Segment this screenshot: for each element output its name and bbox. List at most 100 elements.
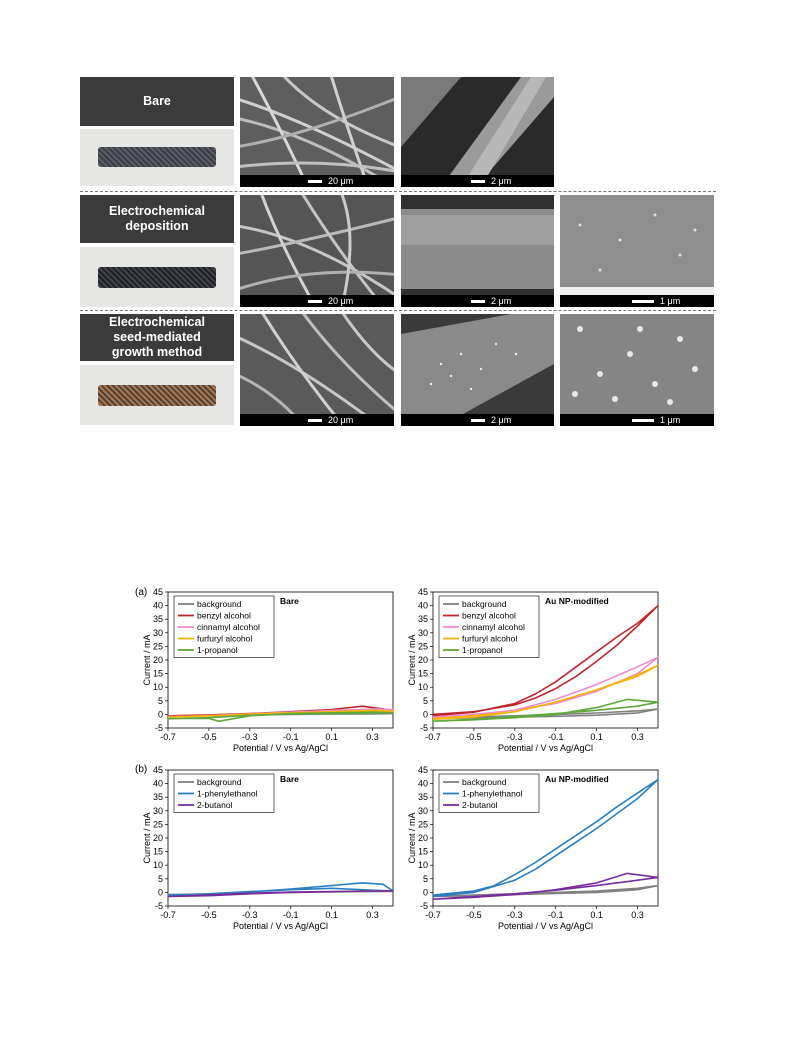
legend-label: background	[197, 777, 242, 787]
x-tick-label: -0.7	[425, 910, 441, 920]
y-tick-label: 40	[153, 601, 163, 611]
legend-label: 1-propanol	[197, 645, 238, 655]
x-tick-label: 0.1	[325, 732, 338, 742]
x-axis-label: Potential / V vs Ag/AgCl	[233, 743, 328, 753]
legend-label: furfuryl alcohol	[197, 634, 252, 644]
y-tick-label: 35	[153, 792, 163, 802]
row-label-bare: Bare	[80, 77, 234, 126]
series-line	[432, 656, 659, 719]
y-axis-label: Current / mA	[407, 634, 417, 685]
legend-label: cinnamyl alcohol	[462, 622, 525, 632]
y-tick-label: 10	[153, 860, 163, 870]
y-tick-label: 5	[158, 696, 163, 706]
series-line	[432, 698, 659, 722]
legend-label: benzyl alcohol	[197, 611, 251, 621]
panel-tag-a: (a)	[135, 587, 148, 598]
scalebar: 2 μm	[401, 414, 554, 426]
y-tick-label: 20	[153, 833, 163, 843]
y-tick-label: 25	[153, 641, 163, 651]
sem-image-deposition-high: 1 μm	[560, 195, 714, 307]
series-line	[167, 890, 394, 898]
y-tick-label: 45	[418, 587, 428, 597]
photo-seed-mediated-electrode	[80, 365, 234, 425]
legend-label: furfuryl alcohol	[462, 634, 517, 644]
scalebar: 2 μm	[401, 175, 554, 187]
chart-title: Au NP-modified	[545, 596, 609, 606]
x-tick-label: -0.5	[201, 910, 217, 920]
x-tick-label: -0.5	[466, 910, 482, 920]
y-tick-label: 15	[418, 847, 428, 857]
sem-image-bare-low: 20 μm	[240, 77, 394, 187]
y-tick-label: 45	[153, 587, 163, 597]
x-tick-label: -0.3	[507, 910, 523, 920]
x-tick-label: 0.1	[325, 910, 338, 920]
series-line	[432, 778, 659, 898]
chart-title: Au NP-modified	[545, 774, 609, 784]
x-tick-label: -0.7	[425, 732, 441, 742]
x-tick-label: -0.3	[242, 732, 258, 742]
row-divider	[80, 310, 716, 311]
y-tick-label: 0	[423, 709, 428, 719]
row-label-seed-mediated-growth: Electrochemical seed-mediated growth met…	[80, 314, 234, 361]
legend-label: 2-butanol	[462, 800, 498, 810]
scalebar: 20 μm	[240, 414, 394, 426]
sem-image-seed-low: 20 μm	[240, 314, 394, 426]
chart-title: Bare	[280, 774, 299, 784]
sem-image-deposition-mid: 2 μm	[401, 195, 554, 307]
y-tick-label: 15	[153, 847, 163, 857]
series-line	[432, 604, 659, 717]
x-tick-label: -0.5	[201, 732, 217, 742]
y-tick-label: 30	[153, 806, 163, 816]
x-axis-label: Potential / V vs Ag/AgCl	[233, 921, 328, 931]
x-tick-label: 0.3	[366, 732, 379, 742]
y-tick-label: 25	[418, 641, 428, 651]
y-tick-label: 5	[423, 696, 428, 706]
legend-label: benzyl alcohol	[462, 611, 516, 621]
x-tick-label: -0.3	[242, 910, 258, 920]
x-axis-label: Potential / V vs Ag/AgCl	[498, 921, 593, 931]
scalebar: 1 μm	[560, 295, 714, 307]
y-axis-label: Current / mA	[142, 812, 152, 863]
x-tick-label: -0.7	[160, 732, 176, 742]
y-tick-label: 10	[418, 860, 428, 870]
x-axis-label: Potential / V vs Ag/AgCl	[498, 743, 593, 753]
photo-bare-electrode	[80, 129, 234, 186]
y-tick-label: 25	[153, 819, 163, 829]
y-tick-label: 30	[418, 628, 428, 638]
chart-b-au: -5 0 5 10 15 20 25 30 35 40 45 -0.7 -0.5 -0.3 -0.1 0.1 0…	[405, 764, 670, 934]
legend-label: cinnamyl alcohol	[197, 622, 260, 632]
sem-image-seed-high: 1 μm	[560, 314, 714, 426]
y-tick-label: 20	[153, 655, 163, 665]
x-tick-label: -0.1	[283, 732, 299, 742]
y-tick-label: 40	[418, 779, 428, 789]
sem-image-deposition-low: 20 μm	[240, 195, 394, 307]
y-tick-label: 20	[418, 833, 428, 843]
electrode-rod	[98, 385, 216, 406]
chart-title: Bare	[280, 596, 299, 606]
x-tick-label: 0.3	[631, 910, 644, 920]
x-tick-label: 0.1	[590, 910, 603, 920]
y-tick-label: 30	[418, 806, 428, 816]
electrode-rod	[98, 147, 216, 167]
y-tick-label: 45	[418, 765, 428, 775]
y-tick-label: 15	[153, 669, 163, 679]
series-line	[432, 664, 659, 721]
photo-deposition-electrode	[80, 247, 234, 307]
sem-image-bare-high: 2 μm	[401, 77, 554, 187]
y-tick-label: 5	[423, 874, 428, 884]
y-tick-label: 0	[158, 887, 163, 897]
x-tick-label: -0.5	[466, 732, 482, 742]
panel-tag-b: (b)	[135, 764, 148, 775]
y-tick-label: 10	[153, 682, 163, 692]
y-axis-label: Current / mA	[407, 812, 417, 863]
x-tick-label: -0.1	[548, 732, 564, 742]
y-tick-label: -5	[420, 723, 428, 733]
series-line	[167, 882, 394, 896]
y-tick-label: 5	[158, 874, 163, 884]
y-tick-label: 35	[153, 614, 163, 624]
row-label-electrochemical-deposition: Electrochemical deposition	[80, 195, 234, 243]
row-divider	[80, 191, 716, 192]
x-tick-label: -0.1	[283, 910, 299, 920]
y-tick-label: 20	[418, 655, 428, 665]
legend-label: 1-phenylethanol	[462, 789, 523, 799]
